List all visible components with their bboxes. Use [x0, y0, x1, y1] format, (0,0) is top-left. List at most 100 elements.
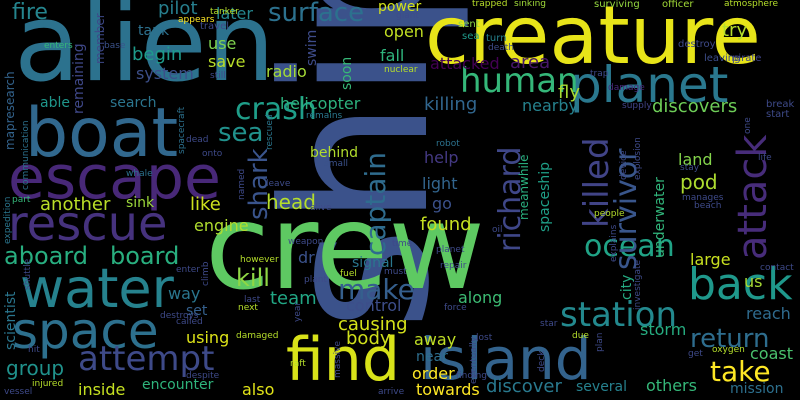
- word-nearby: nearby: [522, 96, 578, 115]
- word-causing: causing: [338, 314, 408, 335]
- small-word: robot: [436, 139, 460, 149]
- word-board: board: [110, 242, 180, 270]
- small-word: year: [293, 301, 303, 322]
- small-word: enters: [44, 41, 73, 51]
- small-word: tanker: [210, 7, 239, 17]
- word-helicopter: helicopter: [280, 94, 361, 113]
- word-station: station: [560, 295, 678, 335]
- small-word: called: [176, 317, 203, 327]
- word-city: city: [619, 274, 635, 300]
- small-word: however: [240, 255, 279, 265]
- word-pilot: pilot: [158, 0, 198, 19]
- word-killing: killing: [424, 94, 478, 115]
- small-word: hit: [28, 345, 40, 355]
- small-word: destroys: [160, 311, 199, 321]
- small-word: damage: [608, 83, 645, 93]
- word-captain: captain: [359, 152, 392, 256]
- small-word: stay: [680, 163, 700, 173]
- small-word: onto: [202, 149, 223, 159]
- small-word: supply: [622, 101, 652, 111]
- word-creature: creature: [425, 0, 761, 82]
- small-word: last: [244, 295, 261, 305]
- small-word: get: [688, 349, 703, 359]
- word-team: team: [270, 288, 317, 309]
- word-near: near: [416, 349, 448, 365]
- word-mapresearch: mapresearch: [3, 71, 17, 150]
- small-word: leave: [266, 179, 291, 189]
- small-word: contact: [760, 263, 794, 273]
- word-storm: storm: [640, 320, 687, 339]
- word-space: space: [12, 302, 159, 360]
- word-ocean: ocean: [584, 229, 675, 264]
- word-island: island: [420, 325, 592, 393]
- small-word: communication: [21, 120, 31, 190]
- word-body: body: [346, 328, 391, 349]
- word-escape: escape: [8, 143, 221, 213]
- word-back: back: [688, 259, 793, 310]
- word-engine: engine: [194, 216, 249, 235]
- small-word: giant: [396, 11, 419, 21]
- word-others: others: [646, 376, 697, 395]
- small-word: shuttle: [23, 258, 33, 290]
- word-like: like: [190, 194, 221, 215]
- small-word: explosion: [633, 137, 643, 180]
- small-word: leaving: [704, 53, 741, 64]
- small-word: oil: [492, 225, 503, 235]
- small-word: start: [766, 109, 790, 120]
- word-land: land: [678, 150, 713, 169]
- small-word: pirate: [732, 53, 762, 64]
- small-word: sinking: [514, 0, 547, 9]
- small-word: nuclear: [384, 65, 418, 75]
- word-power: power: [378, 0, 422, 15]
- word-control: control: [346, 296, 402, 315]
- word-set: set: [186, 303, 208, 319]
- word-later: later: [216, 4, 253, 23]
- word-help: help: [424, 148, 459, 167]
- word-attempt: attempt: [78, 339, 215, 379]
- small-word: named: [237, 168, 247, 200]
- small-word: time: [392, 239, 413, 249]
- word-order: order: [412, 364, 455, 383]
- small-word: vessel: [4, 387, 33, 397]
- word-planet: planet: [570, 56, 729, 114]
- word-soon: soon: [339, 56, 355, 90]
- small-word: spacecraft: [177, 106, 187, 154]
- word-return: return: [690, 324, 770, 354]
- small-word: manages: [682, 193, 724, 203]
- small-word: sea: [462, 31, 480, 42]
- word-search: search: [110, 95, 157, 111]
- word-remaining: remaining: [71, 43, 87, 114]
- word-tank: tank: [138, 23, 170, 39]
- small-word: officer: [662, 0, 694, 10]
- word-water: water: [20, 257, 174, 320]
- word-try: try: [722, 20, 748, 41]
- small-word: arrive: [378, 387, 405, 397]
- word-towards: towards: [416, 380, 480, 399]
- small-word: injured: [32, 379, 64, 389]
- word-rescue: rescue: [8, 196, 168, 252]
- small-word: plant: [304, 275, 327, 285]
- word-way: way: [168, 284, 201, 303]
- small-word: investigate: [633, 259, 643, 310]
- small-word: damaged: [236, 331, 279, 341]
- word-behind: behind: [310, 145, 359, 161]
- word-kill: kill: [236, 264, 270, 292]
- small-word: force: [444, 303, 467, 313]
- small-word: massive: [333, 340, 343, 378]
- word-discover: discover: [486, 376, 562, 397]
- small-word: life: [758, 153, 772, 163]
- small-word: must: [384, 267, 407, 277]
- word-using: using: [186, 328, 230, 347]
- small-word: beach: [694, 201, 722, 211]
- small-word: finding: [456, 371, 488, 381]
- word-begin: begin: [132, 44, 183, 65]
- word-another: another: [40, 194, 111, 215]
- small-word: small: [324, 159, 348, 169]
- small-word: deck: [537, 350, 547, 372]
- word-encounter: encounter: [142, 377, 214, 393]
- word-human: human: [460, 61, 579, 101]
- small-word: weapon: [288, 237, 324, 247]
- small-word: base: [104, 41, 126, 51]
- small-word: remains: [306, 111, 343, 121]
